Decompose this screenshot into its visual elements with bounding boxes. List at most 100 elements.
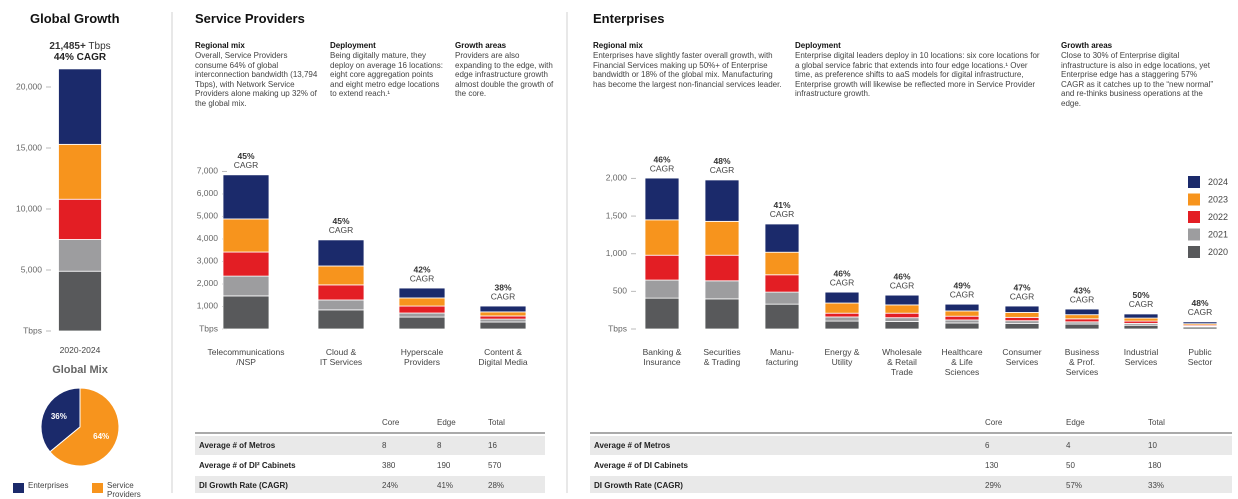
table-cell: 8 — [437, 441, 442, 450]
bar-segment — [479, 318, 527, 323]
bar-segment — [222, 218, 270, 253]
headline-unit: Tbps — [88, 41, 111, 52]
legend-label: 2022 — [1208, 212, 1228, 222]
pie-label: 36% — [51, 412, 67, 421]
legend-swatch — [92, 483, 103, 493]
bar-segment — [884, 321, 920, 330]
table-header: Edge — [437, 418, 456, 427]
x-category-label: Healthcare & Life Sciences — [941, 347, 983, 377]
cagr-value: 46% — [833, 268, 850, 278]
y-tick-label: 500 — [613, 286, 627, 296]
column-heading: Deployment — [330, 41, 376, 50]
bar-segment — [479, 321, 527, 330]
column-heading: Growth areas — [455, 41, 507, 50]
bar-segment — [884, 294, 920, 306]
bar-segment — [317, 284, 365, 301]
bar-segment — [58, 270, 102, 332]
table-cell: 41% — [437, 481, 454, 490]
cagr-value: 49% — [953, 280, 970, 290]
table-cell: 130 — [985, 461, 999, 470]
cagr-suffix: CAGR — [770, 209, 795, 219]
bar-segment — [884, 312, 920, 319]
bar-segment — [944, 319, 980, 324]
column-heading: Regional mix — [593, 41, 643, 50]
legend-swatch — [13, 483, 24, 493]
bar-segment — [1004, 312, 1040, 318]
table-cell: 29% — [985, 481, 1002, 490]
bar-segment — [824, 312, 860, 318]
bar-segment — [398, 287, 446, 299]
y-tick-label: 6,000 — [197, 188, 219, 198]
bar-segment — [944, 322, 980, 330]
table-cell: 24% — [382, 481, 399, 490]
bar-segment — [824, 291, 860, 304]
x-category-label: Energy & Utility — [824, 347, 860, 367]
y-tick-label: 15,000 — [16, 142, 42, 152]
cagr-suffix: CAGR — [491, 291, 516, 301]
table-header: Core — [382, 418, 400, 427]
subtitle: 44% CAGR — [53, 52, 107, 63]
bar-segment — [644, 254, 680, 281]
cagr-value: 48% — [713, 156, 730, 166]
bar-segment — [479, 305, 527, 313]
pie-label: 64% — [93, 432, 109, 441]
bar-segment — [644, 177, 680, 221]
legend-swatch — [1188, 193, 1200, 206]
bar-segment — [644, 297, 680, 330]
cagr-value: 47% — [1013, 282, 1030, 292]
table-cell: 28% — [488, 481, 505, 490]
legend-label: 2023 — [1208, 194, 1228, 204]
bar-segment — [944, 303, 980, 312]
cagr-suffix: CAGR — [1129, 299, 1154, 309]
table-cell: 33% — [1148, 481, 1165, 490]
y-tick-label: 7,000 — [197, 166, 219, 176]
bar-segment — [884, 317, 920, 322]
bar-segment — [398, 316, 446, 330]
cagr-value: 45% — [332, 216, 349, 226]
y-tick-label: 10,000 — [16, 203, 42, 213]
table-row-bg — [590, 436, 1232, 455]
legend-label: 2024 — [1208, 177, 1228, 187]
headline-value: 21,485+ — [49, 41, 86, 52]
y-tick-label: Tbps — [608, 323, 627, 333]
y-tick-label: 2,000 — [197, 278, 219, 288]
y-tick-label: Tbps — [199, 323, 218, 333]
panel-title: Global Growth — [30, 11, 120, 26]
cagr-value: 50% — [1132, 290, 1149, 300]
x-category-label: Consumer Services — [1002, 347, 1042, 367]
cagr-value: 48% — [1191, 298, 1208, 308]
y-tick-label: 1,500 — [606, 210, 628, 220]
table-cell: 8 — [382, 441, 387, 450]
legend-swatch — [1188, 176, 1200, 188]
x-category-label: Telecommunications /NSP — [207, 347, 285, 367]
bar-segment — [764, 223, 800, 253]
column-heading: Regional mix — [195, 41, 245, 50]
bar-segment — [1004, 305, 1040, 313]
bar-segment — [764, 274, 800, 293]
bar-segment — [824, 316, 860, 322]
row-label: Average # of Metros — [594, 441, 671, 450]
bar-segment — [222, 251, 270, 277]
table-header: Total — [488, 418, 505, 427]
bar-segment — [704, 280, 740, 300]
cagr-suffix: CAGR — [1010, 291, 1035, 301]
y-tick-label: 20,000 — [16, 81, 42, 91]
cagr-suffix: CAGR — [710, 165, 735, 175]
bar-segment — [644, 279, 680, 299]
table-header: Total — [1148, 418, 1165, 427]
pie-slice — [49, 387, 120, 467]
table-cell: 570 — [488, 461, 502, 470]
x-category-label: Cloud & IT Services — [319, 347, 363, 367]
bar-segment — [58, 198, 102, 240]
bar-segment — [764, 291, 800, 305]
table-cell: 190 — [437, 461, 451, 470]
bar-segment — [704, 254, 740, 282]
bar-segment — [884, 304, 920, 314]
cagr-suffix: CAGR — [650, 163, 675, 173]
bar-segment — [398, 305, 446, 314]
bar-segment — [222, 174, 270, 220]
bar-segment — [824, 320, 860, 330]
y-tick-label: 1,000 — [606, 248, 628, 258]
legend-label: Service Providers — [107, 481, 141, 499]
